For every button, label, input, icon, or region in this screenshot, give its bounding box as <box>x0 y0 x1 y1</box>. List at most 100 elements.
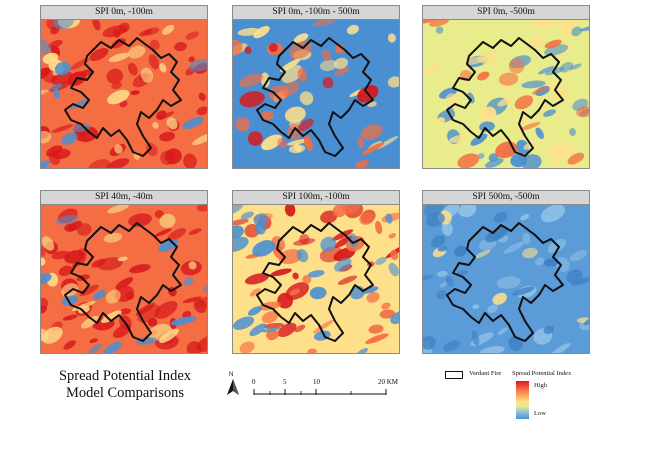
raster-patch <box>355 348 369 353</box>
spi-raster <box>233 20 399 168</box>
raster-patch <box>287 138 309 146</box>
raster-patch <box>566 69 573 76</box>
raster-patch <box>101 310 122 323</box>
raster-patch <box>492 292 507 305</box>
raster-patch <box>302 275 312 284</box>
raster-patch <box>162 24 175 35</box>
raster-patch <box>63 340 76 350</box>
raster-patch <box>196 205 207 212</box>
raster-patch <box>64 223 77 232</box>
raster-patch <box>268 43 278 52</box>
raster-patch <box>546 141 564 157</box>
raster-patch <box>156 110 167 120</box>
legend-high-label: High <box>534 382 547 389</box>
raster-patch <box>140 67 154 83</box>
raster-patch <box>114 144 123 154</box>
raster-patch <box>423 20 436 24</box>
raster-patch <box>360 124 383 141</box>
fire-perimeter <box>64 222 182 342</box>
raster-patch <box>51 148 71 160</box>
raster-patch <box>424 63 442 77</box>
raster-patch <box>424 205 445 217</box>
raster-patch <box>233 316 255 330</box>
raster-patch <box>270 268 292 277</box>
map-panel-6: SPI 500m, -500m <box>422 190 590 354</box>
caption-line-2: Model Comparisons <box>65 385 184 401</box>
raster-patch <box>423 275 434 282</box>
raster-patch <box>254 222 267 235</box>
raster-patch <box>89 47 109 62</box>
raster-patch <box>149 39 160 51</box>
raster-patch <box>42 236 55 251</box>
legend-spi: Spread Potential Index High Low <box>512 370 602 422</box>
raster-patch <box>93 289 106 300</box>
spi-map <box>40 205 208 354</box>
raster-patch <box>437 246 448 252</box>
raster-patch <box>342 205 361 214</box>
raster-patch <box>42 52 59 64</box>
map-panel-1: SPI 0m, -100m <box>40 5 208 169</box>
raster-patch <box>379 309 396 319</box>
raster-patch <box>485 226 509 243</box>
raster-patch <box>53 88 61 100</box>
raster-patch <box>481 50 500 65</box>
raster-patch <box>569 128 576 136</box>
raster-patch <box>467 92 475 104</box>
spi-raster <box>423 20 589 168</box>
raster-patch <box>309 286 327 300</box>
spi-raster <box>41 20 207 168</box>
raster-patch <box>139 29 153 37</box>
raster-patch <box>279 58 301 72</box>
raster-patch <box>41 245 46 257</box>
fire-perimeter <box>64 37 182 157</box>
raster-patch <box>154 228 172 237</box>
raster-patch <box>472 304 480 309</box>
raster-patch <box>297 118 314 132</box>
raster-patch <box>152 122 159 129</box>
raster-patch <box>233 205 245 215</box>
raster-patch <box>261 311 279 324</box>
raster-patch <box>284 205 296 217</box>
raster-patch <box>331 229 354 241</box>
raster-patch <box>47 39 63 49</box>
spi-raster <box>423 205 589 353</box>
raster-patch <box>438 87 458 99</box>
raster-patch <box>249 323 267 337</box>
raster-patch <box>51 124 74 133</box>
raster-patch <box>88 159 110 168</box>
raster-patch <box>579 24 589 32</box>
raster-patch <box>41 160 50 168</box>
raster-patch <box>478 346 505 353</box>
raster-patch <box>106 158 130 168</box>
fire-perimeter <box>256 222 374 342</box>
raster-patch <box>41 297 49 309</box>
raster-patch <box>457 153 480 168</box>
raster-patch <box>196 106 207 116</box>
raster-patch <box>198 92 206 101</box>
raster-patch <box>551 343 571 353</box>
raster-patch <box>569 63 582 70</box>
raster-patch <box>89 338 98 344</box>
raster-patch <box>443 340 461 352</box>
raster-patch <box>435 117 446 124</box>
raster-patch <box>233 236 249 252</box>
raster-patch <box>253 213 268 226</box>
raster-patch <box>543 109 556 117</box>
raster-patch <box>288 144 306 154</box>
scale-bar: 0 5 10 20 KM <box>246 378 411 400</box>
raster-patch <box>529 34 544 50</box>
raster-patch <box>51 250 71 260</box>
raster-patch <box>117 256 128 262</box>
raster-patch <box>514 95 534 110</box>
raster-patch <box>299 91 314 106</box>
raster-patch <box>249 288 261 297</box>
raster-patch <box>233 39 243 56</box>
raster-patch <box>553 160 561 168</box>
map-panel-2: SPI 0m, -100m - 500m <box>232 5 400 169</box>
north-letter: N <box>229 372 234 378</box>
fire-perimeter-swatch <box>445 371 463 379</box>
raster-patch <box>192 132 207 146</box>
spi-raster <box>233 205 399 353</box>
spi-map <box>232 20 400 169</box>
raster-patch <box>62 314 78 321</box>
